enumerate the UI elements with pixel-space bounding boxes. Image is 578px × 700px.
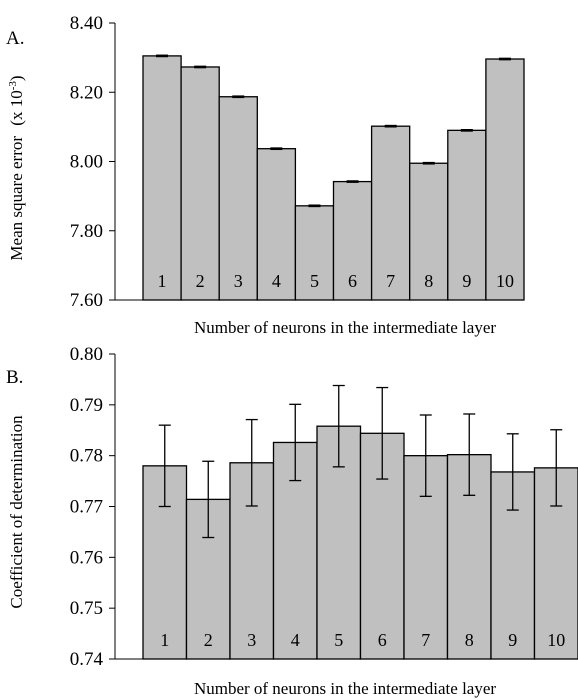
- panel-a-category-label: 7: [386, 271, 395, 291]
- panel-a-error-bar: [346, 180, 359, 183]
- panel-b-category-label: 7: [421, 630, 430, 650]
- panel-b-category-label: 4: [291, 630, 300, 650]
- panel-a-y-axis-unit: (x 10: [7, 90, 26, 125]
- panel-a-category-label: 5: [310, 271, 319, 291]
- chart-panel-b: B. Coefficient of determination 1 2 3 4 5 6 7 8…: [6, 344, 578, 698]
- panel-a-y-axis-title: Mean square error: [7, 136, 26, 261]
- panel-b-error-bar: [463, 413, 476, 496]
- panel-a-error-bar: [308, 204, 321, 208]
- panel-a-error-bar: [270, 147, 283, 151]
- panel-b-error-bar: [332, 384, 345, 468]
- panel-b-category-label: 9: [508, 630, 517, 650]
- panel-a-category-label: 6: [348, 271, 357, 291]
- panel-a-category-label: 10: [496, 271, 514, 291]
- panel-b-y-tick-label: 0.74: [70, 649, 104, 670]
- panel-b-bars: 1 2 3 4 5 6 7 8 9 10: [142, 384, 578, 660]
- panel-b-category-label: 1: [160, 630, 169, 650]
- panel-a-error-bar: [422, 161, 435, 165]
- panel-b-category-label: 6: [378, 630, 387, 650]
- panel-b-y-axis-label: Coefficient of determination: [7, 415, 26, 609]
- panel-b-y-ticks: 0.74 0.75 0.76 0.77 0.78 0.79 0.80: [70, 344, 578, 670]
- panel-a-error-bar: [232, 95, 245, 99]
- panel-a-error-bar: [460, 128, 473, 132]
- panel-a-y-axis-label: Mean square error (x 10-3): [7, 75, 26, 260]
- panel-b-error-bar: [158, 424, 171, 508]
- panel-b-y-tick-label: 0.76: [70, 547, 103, 568]
- panel-b-error-bar: [202, 460, 215, 539]
- panel-b-y-tick-label: 0.80: [70, 344, 103, 365]
- panel-b-label: B.: [6, 367, 23, 388]
- panel-a-bar: [142, 55, 182, 301]
- panel-b-category-label: 2: [204, 630, 213, 650]
- panel-b-category-label: 10: [547, 630, 565, 650]
- panel-a-bars: 1 2 3 4 5 6 7 8 9 10: [142, 54, 525, 301]
- panel-a-y-tick-label: 8.40: [70, 13, 103, 34]
- panel-a-category-label: 8: [424, 271, 433, 291]
- panel-a-bar: [332, 180, 373, 301]
- panel-a-bar: [218, 96, 258, 301]
- panel-a-error-bar: [498, 57, 511, 61]
- panel-a-category-label: 4: [272, 271, 281, 291]
- panel-a-x-axis-label: Number of neurons in the intermediate la…: [194, 318, 496, 337]
- panel-b-x-axis-label: Number of neurons in the intermediate la…: [194, 679, 496, 698]
- panel-b-y-tick-label: 0.75: [70, 598, 103, 619]
- panel-b-category-label: 8: [465, 630, 474, 650]
- panel-b-error-bar: [289, 403, 302, 482]
- panel-a-category-label: 2: [196, 271, 205, 291]
- panel-a-label: A.: [6, 28, 24, 49]
- panel-a-y-tick-label: 8.20: [70, 82, 103, 103]
- panel-a-bar: [409, 162, 449, 301]
- panel-a-y-tick-label: 8.00: [70, 152, 103, 173]
- panel-a-y-ticks: 7.60 7.80 8.00 8.20 8.40: [70, 13, 524, 311]
- panel-a-bar: [485, 58, 525, 301]
- panel-b-category-label: 5: [334, 630, 343, 650]
- panel-b-y-tick-label: 0.78: [70, 446, 103, 467]
- panel-a-error-bar: [194, 65, 207, 69]
- panel-a-bar: [180, 66, 220, 301]
- panel-a-category-label: 3: [234, 271, 243, 291]
- panel-b-error-bar: [419, 414, 432, 497]
- panel-a-y-axis-exponent: -3: [7, 81, 19, 91]
- panel-a-y-tick-label: 7.80: [70, 221, 103, 242]
- panel-a-category-label: 1: [158, 271, 167, 291]
- panel-b-y-tick-label: 0.79: [70, 395, 103, 416]
- panel-b-error-bar: [245, 418, 258, 507]
- panel-a-y-tick-label: 7.60: [70, 290, 103, 311]
- panel-a-error-bar: [156, 54, 169, 58]
- panel-b-y-tick-label: 0.77: [70, 497, 103, 518]
- panel-b-error-bar: [376, 386, 389, 480]
- panel-a-error-bar: [384, 124, 397, 128]
- panel-b-error-bar: [506, 433, 519, 511]
- panel-b-category-label: 3: [247, 630, 256, 650]
- panel-b-error-bar: [550, 429, 563, 507]
- panel-a-category-label: 9: [462, 271, 471, 291]
- panel-a-y-axis-close: ): [7, 75, 26, 81]
